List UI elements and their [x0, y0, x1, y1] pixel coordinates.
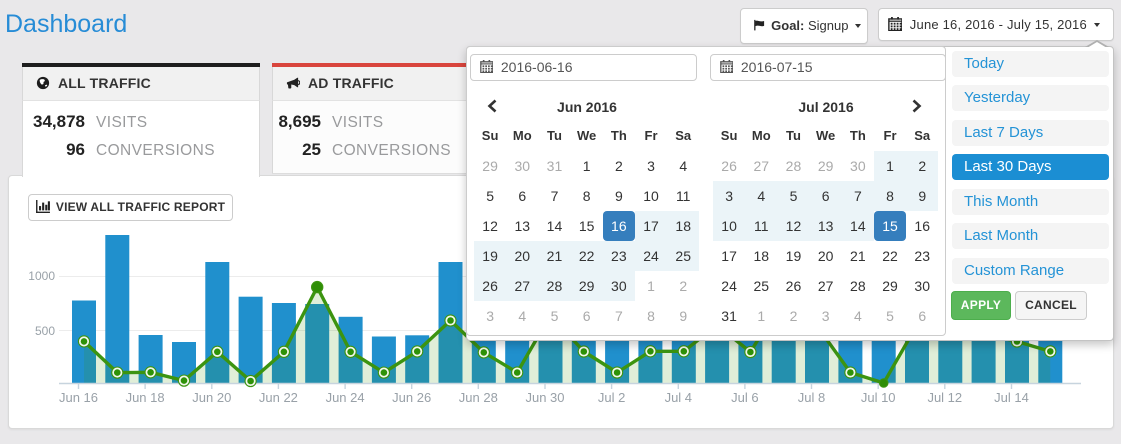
svg-text:Jun 20: Jun 20	[192, 390, 231, 405]
svg-text:Jul 14: Jul 14	[994, 390, 1029, 405]
svg-text:Jun 16: Jun 16	[59, 390, 98, 405]
svg-text:Jun 26: Jun 26	[392, 390, 431, 405]
svg-text:1000: 1000	[28, 269, 55, 283]
svg-text:Jul 10: Jul 10	[861, 390, 896, 405]
svg-text:Jul 6: Jul 6	[731, 390, 758, 405]
svg-text:Jun 22: Jun 22	[259, 390, 298, 405]
svg-text:Jun 30: Jun 30	[525, 390, 564, 405]
svg-text:Jul 8: Jul 8	[798, 390, 825, 405]
svg-text:Jul 2: Jul 2	[598, 390, 625, 405]
svg-text:Jun 24: Jun 24	[326, 390, 365, 405]
svg-text:Jul 12: Jul 12	[927, 390, 962, 405]
svg-text:Jun 18: Jun 18	[126, 390, 165, 405]
svg-text:Jun 28: Jun 28	[459, 390, 498, 405]
svg-text:500: 500	[35, 324, 55, 338]
svg-text:Jul 4: Jul 4	[665, 390, 692, 405]
